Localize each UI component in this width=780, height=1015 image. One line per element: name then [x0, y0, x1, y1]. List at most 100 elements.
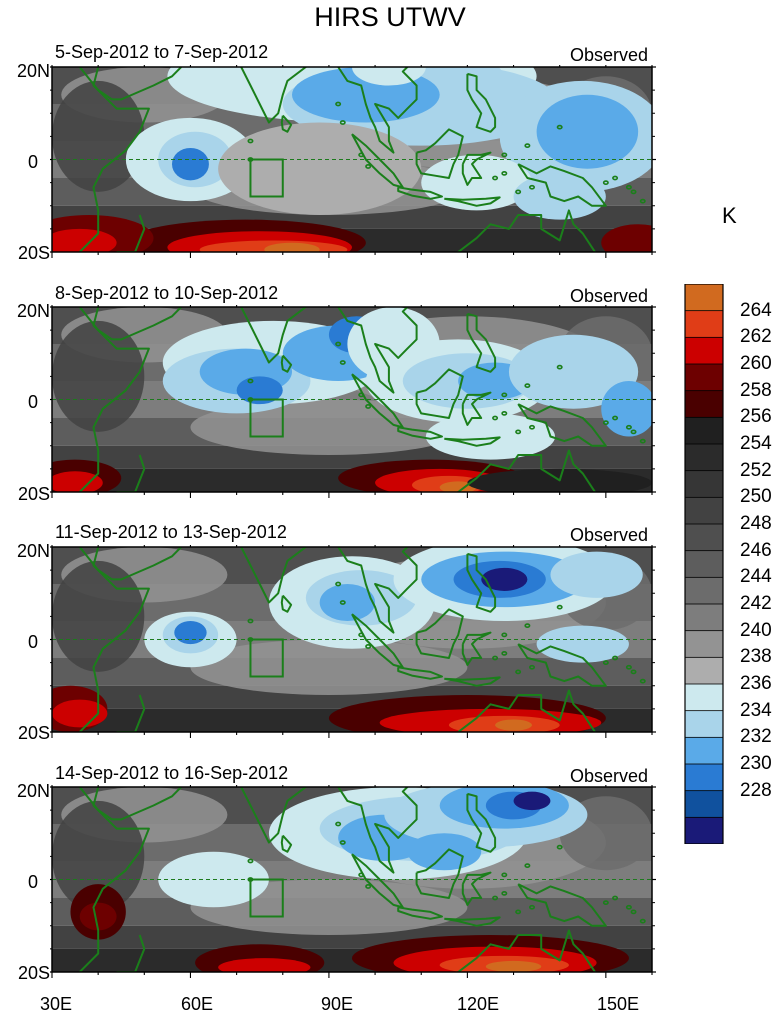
- coastline: [337, 307, 418, 394]
- colorbar-tick-label: 264: [740, 299, 772, 321]
- coastline: [78, 67, 150, 252]
- colorbar-swatch: [684, 683, 724, 712]
- coastline: [280, 834, 293, 853]
- island-outline: [247, 138, 254, 144]
- island-outline: [358, 392, 365, 398]
- island-outline: [625, 904, 632, 910]
- island-outline: [524, 143, 531, 149]
- coastline: [455, 689, 597, 732]
- lat-label-0: 0: [27, 632, 38, 652]
- island-outline: [515, 189, 522, 195]
- grey-contour: [190, 399, 468, 455]
- panel-3-observed-label: Observed: [569, 525, 648, 545]
- colorbar-swatch: [684, 284, 724, 312]
- island-outline: [335, 101, 342, 107]
- colorbar-tick-label: 228: [740, 779, 772, 801]
- colorbar-tick-label: 238: [740, 646, 772, 668]
- colorbar-tick-label: 248: [740, 513, 772, 534]
- colorbar-swatch: [684, 576, 724, 605]
- coastline: [78, 787, 182, 821]
- coastline: [517, 643, 607, 687]
- coastline: [517, 883, 607, 927]
- grey-contour: [52, 80, 145, 192]
- grey-contour: [52, 560, 145, 672]
- study-region-box: [249, 638, 284, 678]
- colorbar-tick-label: 232: [740, 726, 772, 748]
- lat-label-20s: 20S: [17, 963, 50, 983]
- island-outline: [612, 895, 619, 901]
- colorbar-swatch: [684, 603, 724, 632]
- coastline: [239, 307, 339, 364]
- study-region-box: [249, 878, 284, 918]
- island-outline: [602, 180, 609, 186]
- coastline: [280, 354, 293, 373]
- island-outline: [524, 383, 531, 389]
- colorbar-tick-label: 230: [740, 753, 772, 774]
- colorbar-swatch: [684, 523, 724, 552]
- island-outline: [335, 581, 342, 587]
- coastline: [455, 449, 597, 492]
- island-outline: [501, 872, 508, 878]
- island-outline: [612, 415, 619, 421]
- contour-region: [218, 122, 422, 215]
- contour-region: [421, 154, 532, 211]
- map-panel-3: [50, 545, 656, 738]
- lat-label-0: 0: [27, 152, 38, 172]
- island-outline: [639, 918, 646, 924]
- coastline: [466, 312, 497, 373]
- coastline: [455, 929, 597, 972]
- map-panel-1: [50, 65, 656, 258]
- coastline: [444, 916, 501, 927]
- coastline: [116, 454, 146, 492]
- study-region-box: [249, 158, 284, 198]
- colorbar-tick-label: 254: [740, 433, 772, 454]
- contour-region: [264, 242, 320, 252]
- contour-region: [550, 551, 643, 598]
- colorbar-tick-label: 262: [740, 326, 772, 348]
- island-outline: [358, 152, 365, 158]
- island-outline: [515, 909, 522, 915]
- contour-region: [52, 471, 103, 492]
- contour-region: [601, 224, 652, 252]
- contour-region: [508, 334, 639, 409]
- colorbar-tick-label: 246: [740, 539, 772, 561]
- contour-region: [513, 791, 551, 811]
- island-outline: [602, 660, 609, 666]
- lon-label-90e: 90E: [320, 994, 354, 1014]
- coastline: [78, 547, 182, 581]
- coastline: [461, 151, 492, 186]
- coastline: [397, 906, 443, 920]
- field-layer: [52, 547, 652, 732]
- island-outline: [630, 909, 637, 915]
- island-outline: [492, 175, 499, 181]
- island-outline: [612, 655, 619, 661]
- coastline: [444, 196, 501, 207]
- island-outline: [365, 644, 372, 649]
- colorbar-frame: [684, 284, 724, 844]
- island-outline: [528, 904, 535, 910]
- island-outline: [639, 678, 646, 684]
- coastline: [78, 787, 150, 972]
- lat-label-20n: 20N: [16, 301, 50, 321]
- island-outline: [365, 164, 372, 169]
- panel-2-observed-label: Observed: [569, 286, 648, 306]
- colorbar-swatch: [684, 443, 724, 472]
- coastline: [78, 307, 150, 492]
- coastline: [517, 163, 607, 207]
- contour-region: [52, 228, 117, 252]
- colorbar-swatch: [684, 736, 724, 765]
- coastline: [444, 436, 501, 447]
- island-outline: [492, 655, 499, 661]
- field-layer: [52, 307, 652, 492]
- contour-region: [79, 902, 117, 931]
- grey-contour: [190, 639, 468, 695]
- island-outline: [639, 198, 646, 204]
- lat-label-20s: 20S: [17, 243, 50, 263]
- colorbar-tick-label: 250: [740, 486, 772, 508]
- contour-region: [485, 960, 542, 972]
- coastline: [415, 128, 464, 179]
- island-outline: [524, 623, 531, 629]
- island-outline: [528, 184, 535, 190]
- contour-region: [236, 376, 283, 405]
- panel-1-date-range: 5-Sep-2012 to 7-Sep-2012: [55, 42, 269, 62]
